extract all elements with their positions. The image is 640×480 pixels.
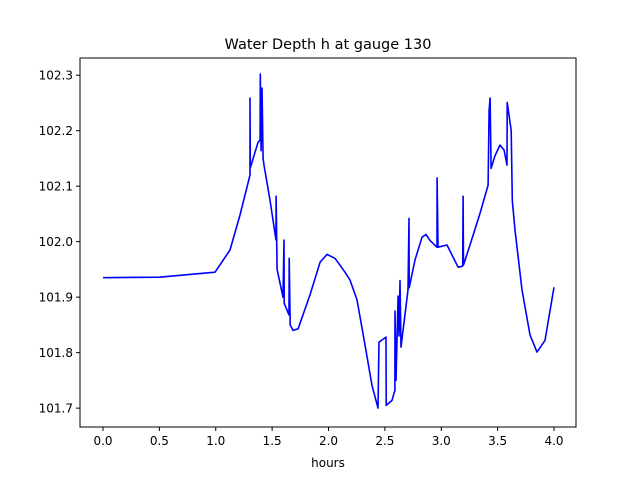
chart-title: Water Depth h at gauge 130 bbox=[225, 37, 432, 53]
y-tick-label: 101.9 bbox=[39, 291, 73, 305]
y-axis: 101.7 101.8 101.9 102.0 102.1 102.2 102.3 bbox=[39, 69, 80, 416]
y-tick: 102.1 bbox=[39, 180, 80, 194]
plot-area bbox=[102, 73, 555, 409]
x-tick-label: 1.0 bbox=[206, 434, 225, 448]
y-tick-label: 102.3 bbox=[39, 69, 73, 83]
x-axis-label: hours bbox=[311, 456, 345, 470]
y-tick-label: 102.0 bbox=[39, 235, 73, 249]
x-tick-label: 3.0 bbox=[432, 434, 451, 448]
x-tick-label: 3.5 bbox=[488, 434, 507, 448]
x-axis: 0.0 0.5 1.0 1.5 2.0 2.5 3.0 3.5 4.0 bbox=[93, 427, 564, 448]
x-tick: 2.0 bbox=[319, 427, 338, 448]
x-tick-label: 1.5 bbox=[263, 434, 282, 448]
x-tick: 3.5 bbox=[488, 427, 507, 448]
y-tick: 102.3 bbox=[39, 69, 80, 83]
y-tick: 101.8 bbox=[39, 346, 80, 360]
y-tick: 101.7 bbox=[39, 402, 80, 416]
x-tick-label: 2.5 bbox=[375, 434, 394, 448]
series-line-h bbox=[102, 73, 555, 409]
y-tick-label: 101.8 bbox=[39, 346, 73, 360]
x-tick: 1.5 bbox=[263, 427, 282, 448]
y-tick: 102.0 bbox=[39, 235, 80, 249]
x-tick-label: 0.5 bbox=[150, 434, 169, 448]
y-tick-label: 101.7 bbox=[39, 402, 73, 416]
axes-frame bbox=[79, 57, 577, 428]
x-tick-label: 0.0 bbox=[93, 434, 112, 448]
y-tick-label: 102.2 bbox=[39, 124, 73, 138]
y-tick: 101.9 bbox=[39, 291, 80, 305]
x-tick-label: 4.0 bbox=[544, 434, 563, 448]
x-tick: 3.0 bbox=[432, 427, 451, 448]
x-tick: 0.5 bbox=[150, 427, 169, 448]
x-tick: 1.0 bbox=[206, 427, 225, 448]
y-tick-label: 102.1 bbox=[39, 180, 73, 194]
x-tick-label: 2.0 bbox=[319, 434, 338, 448]
x-tick: 0.0 bbox=[93, 427, 113, 448]
y-tick: 102.2 bbox=[39, 124, 80, 138]
x-tick: 2.5 bbox=[375, 427, 394, 448]
x-tick: 4.0 bbox=[544, 427, 564, 448]
